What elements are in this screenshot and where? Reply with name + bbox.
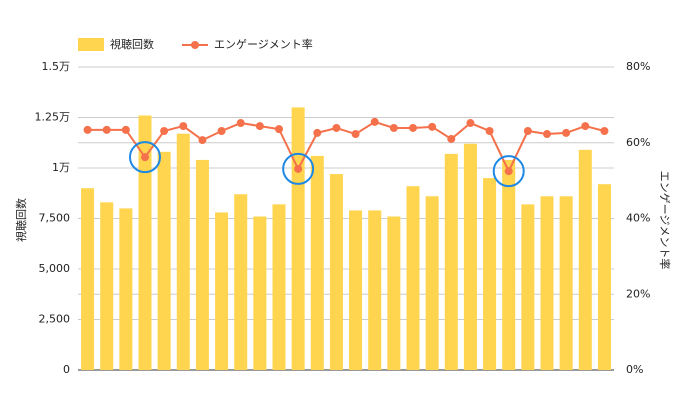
legend-swatch [78,38,104,51]
bar [81,188,95,370]
bar [406,186,420,370]
y-tick-label: 5,000 [39,262,71,275]
bar [100,202,114,370]
bar [483,178,497,370]
y2-axis-title: エンゲージメント率 [658,171,672,270]
bar [176,133,190,370]
bar [119,208,133,370]
point [543,130,551,139]
point [485,127,494,136]
bar [157,151,171,370]
point [600,127,609,136]
point [313,128,322,137]
y-tick-label: 0 [63,363,70,376]
bar [521,204,535,370]
bar [195,159,209,370]
point [121,125,130,134]
point [504,167,513,176]
bar [387,216,401,370]
point [370,117,379,126]
point [466,119,475,128]
point [217,127,226,136]
bar [463,143,477,370]
legend-swatch [191,41,199,49]
point [236,119,245,128]
bar [349,210,363,370]
bar [597,184,611,370]
y-tick-label: 1.5万 [42,60,71,73]
point [255,122,264,131]
bar [310,155,324,370]
bar [559,196,573,370]
y-tick-label: 1万 [52,161,70,174]
point [523,127,532,136]
highlight-circle [492,155,525,188]
point [275,125,283,134]
bar [368,210,382,370]
highlight-circle [129,141,161,174]
y2-tick-label: 40% [626,212,650,225]
bar [291,107,305,371]
bar [425,196,439,370]
point [428,122,437,131]
bar [502,159,516,370]
y-axis-title: 視聴回数 [14,198,28,242]
y-tick-label: 7,500 [39,212,71,225]
y2-tick-label: 80% [626,60,650,73]
y2-tick-label: 60% [626,136,650,149]
legend-label: エンゲージメント率 [214,37,313,51]
legend-label: 視聴回数 [110,37,154,51]
point [332,123,341,132]
highlight-circle [282,152,315,185]
bar [253,216,267,370]
point [198,136,207,145]
y-tick-label: 2,500 [39,313,71,326]
point [179,122,188,131]
point [562,128,571,137]
point [389,123,398,132]
point [83,125,92,134]
point [160,127,169,136]
bar [215,212,229,370]
bar [329,174,343,370]
point [447,134,456,143]
bar [138,115,152,370]
point [141,153,149,162]
bar [272,204,286,370]
y2-tick-label: 0% [626,363,643,376]
point [294,164,303,173]
point [581,122,590,131]
y2-tick-label: 20% [626,287,650,300]
bar [578,149,592,370]
line [87,120,605,174]
y-tick-label: 1.25万 [35,111,71,124]
point [409,123,417,132]
bar [540,196,554,370]
point [102,125,111,134]
point [351,130,360,139]
bar [234,194,248,370]
bar [444,153,458,370]
